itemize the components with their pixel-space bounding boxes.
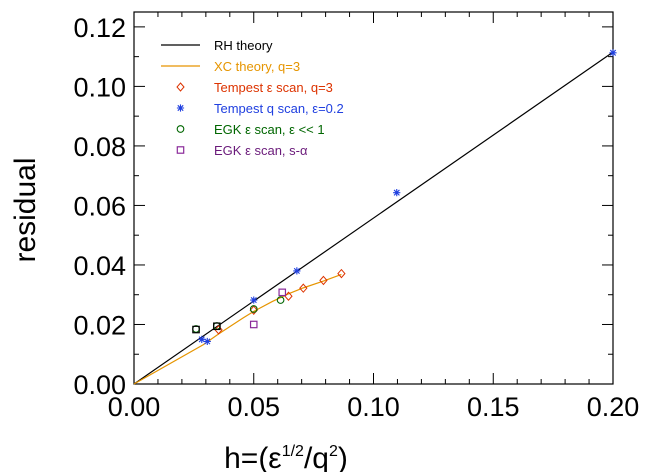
- data-point: [337, 268, 346, 279]
- x-tick-label: 0.10: [347, 392, 400, 422]
- x-axis-title-part: /q: [304, 442, 329, 472]
- y-tick-label: 0.06: [73, 191, 126, 221]
- axes: 0.00 0.05 0.10 0.15 0.20 0.00 0.02 0.04 0.06 0.08…: [73, 11, 640, 422]
- series-line: [133, 273, 342, 385]
- data-point: [213, 322, 221, 331]
- x-axis-title-part: h=(ε: [224, 442, 282, 472]
- series-line: [133, 51, 614, 385]
- legend-entry: RH theory: [161, 38, 273, 53]
- plot-series: [133, 49, 617, 385]
- data-point: [198, 335, 206, 343]
- legend-entry: EGK ε scan, s-α: [176, 143, 308, 158]
- y-tick-label: 0.08: [73, 132, 126, 162]
- data-point: [393, 189, 401, 197]
- series-5: [249, 288, 287, 329]
- x-axis-title-part: ): [338, 442, 348, 472]
- y-tick-label: 0.02: [73, 310, 126, 340]
- series-3: [198, 49, 617, 346]
- legend-swatch-marker: [176, 104, 185, 112]
- legend-label: EGK ε scan, s-α: [214, 143, 308, 158]
- legend-entry: EGK ε scan, ε << 1: [176, 122, 325, 137]
- data-point: [203, 337, 211, 346]
- plot-frame: [133, 11, 614, 385]
- y-tick-label: 0.04: [73, 251, 126, 281]
- data-point: [293, 267, 301, 275]
- legend-label: Tempest q scan, ε=0.2: [214, 101, 344, 116]
- data-point: [319, 275, 328, 286]
- y-axis-title: residual: [9, 157, 42, 262]
- legend-label: EGK ε scan, ε << 1: [214, 122, 325, 137]
- data-point: [284, 291, 293, 301]
- data-point: [249, 320, 258, 329]
- data-point: [276, 296, 285, 304]
- x-axis-title-sup: 2: [329, 443, 338, 460]
- data-point: [249, 305, 258, 315]
- y-tick-label: 0.10: [73, 72, 126, 102]
- data-point: [299, 283, 308, 293]
- x-tick-label: 0.15: [467, 392, 520, 422]
- series-2: [214, 268, 346, 335]
- x-tick-label: 0.20: [587, 392, 640, 422]
- legend-entry: Tempest ε scan, q=3: [176, 80, 333, 95]
- x-axis-title-sup: 1/2: [282, 443, 304, 460]
- x-tick-label: 0.05: [227, 392, 280, 422]
- series-1: [133, 273, 342, 385]
- x-tick-label: 0.00: [108, 392, 161, 422]
- legend-swatch-marker: [176, 146, 185, 154]
- legend-entry: XC theory, q=3: [161, 59, 300, 74]
- legend-swatch-marker: [176, 125, 185, 133]
- legend-entry: Tempest q scan, ε=0.2: [176, 101, 344, 116]
- y-tick-label: 0.00: [73, 370, 126, 400]
- series-0: [133, 51, 614, 385]
- y-tick-label: 0.12: [73, 13, 126, 43]
- x-axis-title: h=(ε1/2/q2): [224, 442, 348, 472]
- series-6: [192, 322, 221, 334]
- legend-label: RH theory: [214, 38, 273, 53]
- data-point: [609, 49, 617, 57]
- data-point: [250, 296, 258, 304]
- legend-label: Tempest ε scan, q=3: [214, 80, 333, 95]
- data-point: [249, 305, 258, 313]
- data-point: [214, 325, 223, 335]
- legend: RH theory XC theory, q=3 Tempest ε scan, q…: [161, 38, 344, 158]
- legend-label: XC theory, q=3: [214, 59, 300, 74]
- data-point: [278, 288, 287, 297]
- legend-swatch-marker: [176, 82, 185, 92]
- data-point: [192, 325, 200, 334]
